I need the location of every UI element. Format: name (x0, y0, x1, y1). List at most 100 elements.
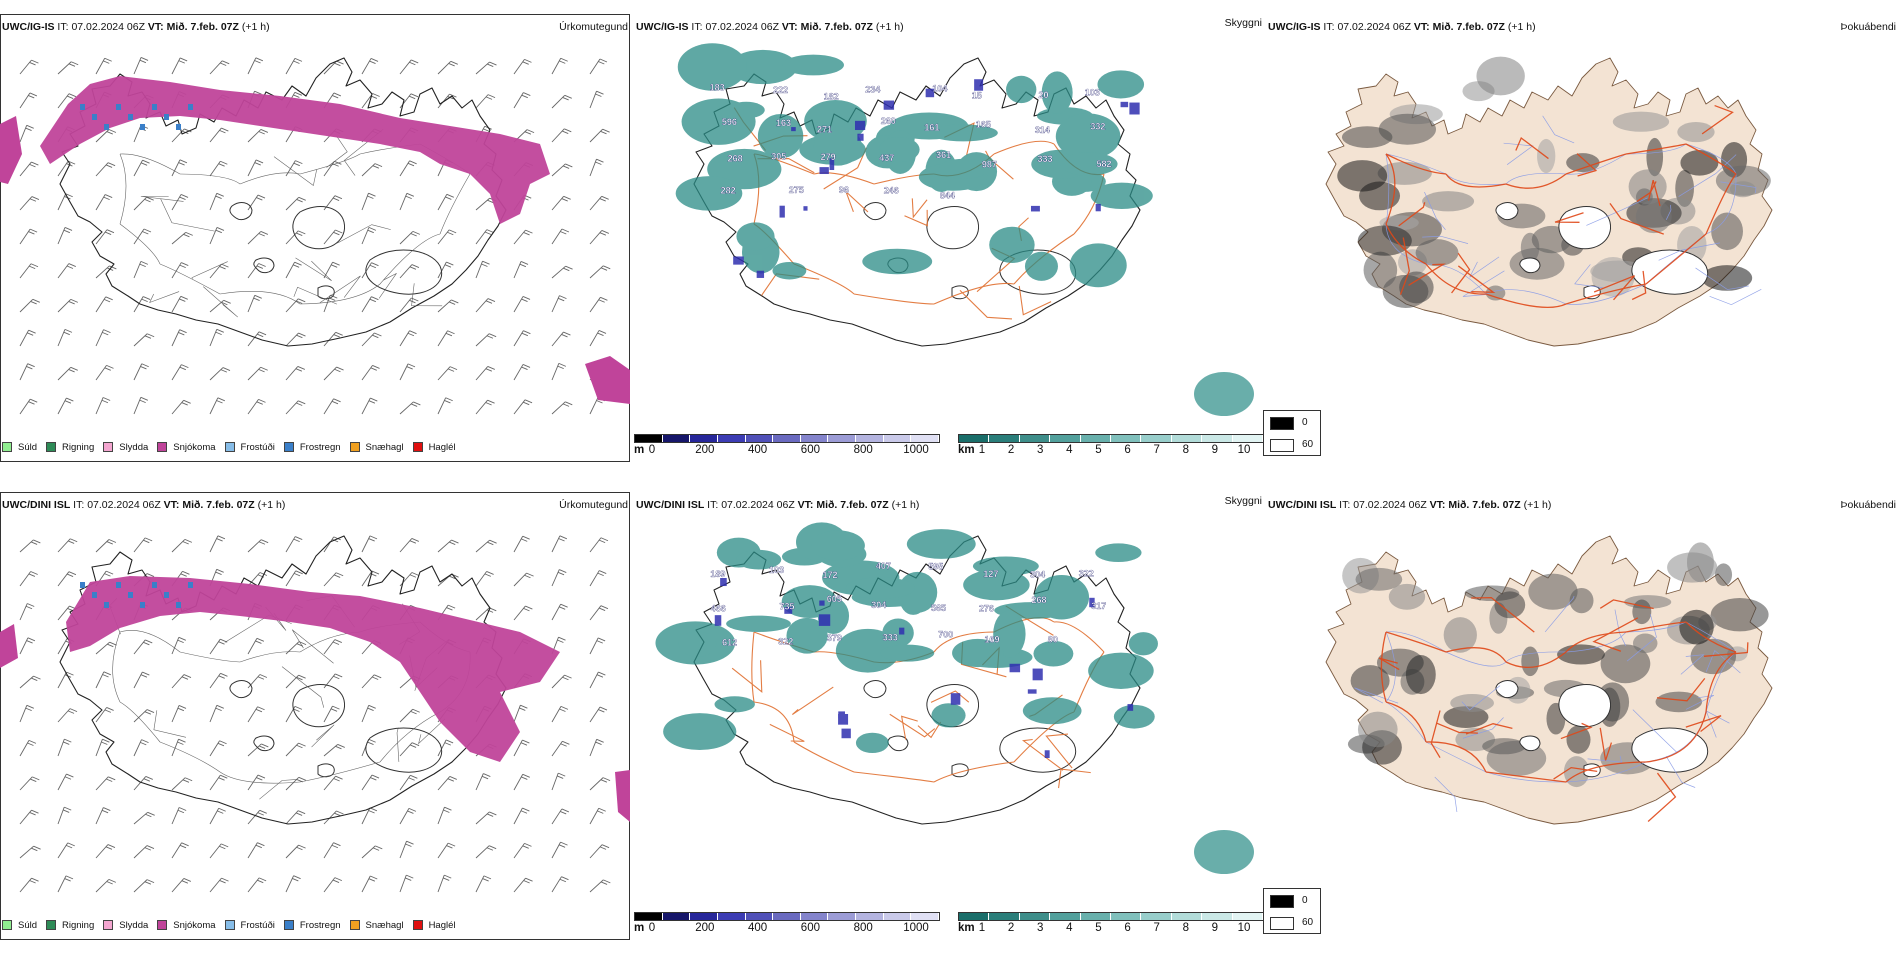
colorbar-tick: 9 (1211, 922, 1219, 934)
ceiling-label: 333 (883, 632, 898, 642)
colorbar-tick: 200 (695, 922, 715, 934)
ceiling-label: 700 (938, 629, 953, 639)
legend-swatch (46, 442, 57, 452)
legend-item: Snjókoma (157, 919, 216, 931)
colorbar-cell (773, 913, 801, 920)
legend-swatch (412, 920, 423, 930)
ceiling-label: 322 (778, 637, 793, 647)
ceiling-label: 127 (983, 569, 998, 579)
colorbar-cells (634, 434, 940, 443)
ceiling-label: 361 (936, 150, 951, 160)
colorbar-tick: 200 (695, 444, 715, 456)
colorbar-tick: 0 (648, 444, 656, 456)
colorbar-tick: 0 (648, 922, 656, 934)
field-name: Skyggni (1224, 17, 1262, 29)
legend-label: Snjókoma (173, 919, 216, 931)
ceiling-label: 163 (776, 118, 791, 128)
colorbar-tick: 6 (1124, 444, 1131, 456)
panel-title: UWC/DINI ISL IT: 07.02.2024 06Z VT: Mið.… (636, 499, 920, 511)
fog-legend-swatch (1270, 895, 1294, 908)
legend-label: Súld (18, 441, 38, 453)
ceiling-label: 103 (1085, 88, 1100, 98)
panel-title: UWC/DINI ISL IT: 07.02.2024 06Z VT: Mið.… (1268, 499, 1552, 511)
colorbar-tick: 3 (1037, 444, 1044, 456)
field-name: Þokuábendi (1840, 499, 1896, 511)
colorbar-tick: 2 (1007, 922, 1015, 934)
colorbar-cell (1202, 435, 1233, 442)
colorbar-tick: 600 (800, 922, 820, 934)
legend-item: Slydda (103, 920, 148, 931)
colorbar-cell (717, 913, 746, 920)
ceiling-label: 169 (984, 634, 999, 644)
ceiling-visibility-panel: UWC/IG-IS IT: 07.02.2024 06Z VT: Mið. 7.… (634, 14, 1266, 474)
colorbar-ticks: 1 2 3 4 5 6 7 8 9 10 (958, 444, 1264, 458)
colorbar-tick: 4 (1066, 922, 1073, 934)
panel-frame (0, 14, 630, 462)
ceiling-label: 304 (1030, 569, 1045, 579)
row-dini: UWC/DINI ISL IT: 07.02.2024 06Z VT: Mið.… (0, 492, 1900, 962)
visibility-map: 183 222 182 234 104 15 20 103 596 163 271 260 161 165… (675, 43, 1254, 416)
colorbar-cell (773, 435, 801, 442)
fog-legend-swatch (1270, 917, 1294, 930)
ceiling-label: 322 (1079, 569, 1094, 579)
fog-legend-swatch (1270, 439, 1294, 452)
colorbar-ticks: 0 200 400 600 800 1000 (634, 444, 940, 458)
ceiling-label: 437 (879, 153, 894, 163)
legend-item: Frostregn (283, 442, 341, 453)
ceiling-label: 268 (728, 154, 743, 164)
colorbar-tick: 7 (1153, 922, 1160, 934)
legend-label: Snæhagl (365, 441, 404, 453)
legend-swatch (224, 442, 235, 452)
ceiling-label: 80 (1048, 635, 1058, 645)
visibility-colorbar: km 1 2 3 4 5 6 7 8 9 10 (958, 912, 1264, 936)
field-name: Úrkomutegund (559, 499, 628, 511)
precip-legend: Súld Rigning Slydda Snjókoma Frostúði Frostre… (2, 916, 465, 934)
colorbar-cell (800, 913, 829, 920)
colorbar-tick: 2 (1007, 444, 1015, 456)
legend-swatch (103, 442, 114, 452)
legend-item: Snæhagl (349, 920, 404, 931)
colorbar-cell (828, 435, 857, 442)
legend-item: Slydda (103, 442, 148, 453)
ceiling-label: 15 (972, 91, 982, 101)
ceiling-label: 279 (821, 152, 836, 162)
colorbar-tick: 6 (1124, 922, 1131, 934)
colorbar-cell (662, 435, 691, 442)
ceiling-label: 844 (940, 191, 955, 201)
field-name: Skyggni (1224, 495, 1262, 507)
legend-swatch (103, 920, 114, 930)
legend-label: Frostúði (240, 919, 275, 931)
legend-swatch (283, 920, 294, 930)
colorbar-cell (1111, 913, 1142, 920)
colorbar-cells (958, 912, 1264, 921)
fog-legend: 0 60 (1263, 410, 1321, 456)
ceiling-label: 595 (928, 561, 943, 571)
colorbar-cell (690, 913, 718, 920)
colorbar-cells (634, 912, 940, 921)
ceiling-label: 466 (711, 604, 726, 614)
ceiling-label: 314 (1035, 125, 1050, 135)
fog-map (1325, 535, 1773, 825)
colorbar-tick: 7 (1153, 444, 1160, 456)
colorbar-ticks: 1 2 3 4 5 6 7 8 9 10 (958, 922, 1264, 936)
precip-type-panel: UWC/IG-IS IT: 07.02.2024 06Z VT: Mið. 7.… (0, 14, 632, 474)
legend-swatch (2, 442, 12, 452)
legend-swatch (349, 920, 360, 930)
colorbar-cell (856, 913, 884, 920)
colorbar-cell (989, 913, 1020, 920)
colorbar-cell (662, 913, 691, 920)
legend-label: Snjókoma (173, 441, 216, 453)
colorbar-cell (989, 435, 1020, 442)
ceiling-label: 305 (771, 151, 786, 161)
ceiling-label: 379 (827, 633, 842, 643)
legend-swatch (224, 920, 235, 930)
colorbar-cell (883, 913, 912, 920)
colorbar-cell (1171, 435, 1203, 442)
panel-title: UWC/IG-IS IT: 07.02.2024 06Z VT: Mið. 7.… (2, 21, 270, 33)
ceiling-label: 183 (710, 83, 725, 93)
legend-swatch (157, 920, 168, 930)
colorbar-tick: 10 (1237, 444, 1251, 456)
legend-swatch (46, 920, 57, 930)
fog-legend: 0 60 (1263, 888, 1321, 934)
colorbar-cell (1141, 913, 1172, 920)
